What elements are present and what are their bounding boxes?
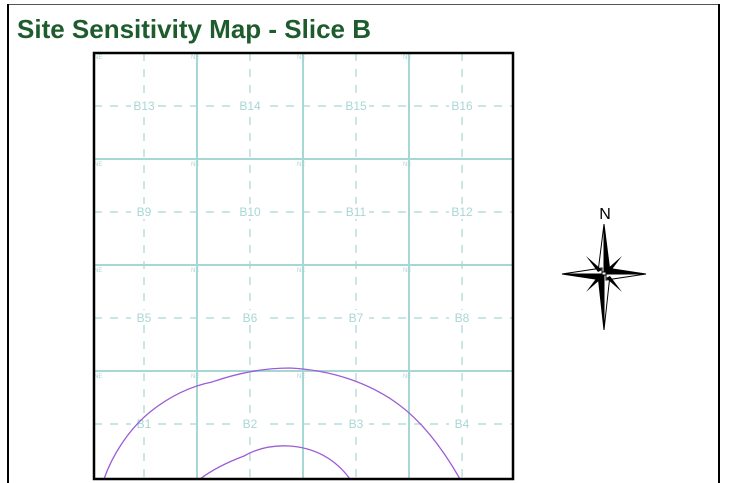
north-arrow: N [561,206,647,331]
block-label-bg [131,98,157,113]
page-title: Site Sensitivity Map - Slice B [17,14,371,44]
block-label-bg [237,310,263,325]
right-border [718,4,720,483]
block-label: B7 [349,311,364,325]
grid-corner-marker: NE [297,55,305,61]
grid-sub-lines [94,53,513,479]
grid-corner-marker: NE [191,374,199,380]
block-label: B10 [239,205,261,219]
grid-corner-marker: NE [94,374,102,380]
map-border [92,51,515,481]
grid-corner-marker: NE [403,268,411,274]
block-label-bg [343,310,369,325]
grid-corner-marker: NE [403,55,411,61]
block-label-bg [449,416,475,431]
grid-corner-marker: NE [297,162,305,168]
block-label-bg [131,204,157,219]
block-label: B1 [137,417,152,431]
block-label: B4 [455,417,470,431]
top-rule [7,4,719,5]
grid-corner-marker: NE [94,55,102,61]
block-label: B6 [243,311,258,325]
block-label-bg [343,416,369,431]
grid-corner-marker: NE [297,374,305,380]
block-label: B14 [239,99,261,113]
grid-corner-marker: NE [94,162,102,168]
block-label-bg [237,204,263,219]
grid-corner-marker: NE [94,268,102,274]
block-label-bg [449,98,475,113]
block-label-bg [237,98,263,113]
left-border [7,4,9,483]
block-label: B11 [346,205,367,219]
block-label: B9 [137,205,152,219]
block-label: B2 [243,417,258,431]
block-labels: B13 B14 B15 B16 B9 B10 B11 B12 B5 B6 B7 B8 B1 B2 B3 B4 [131,98,475,431]
block-label: B12 [451,205,473,219]
block-label: B5 [137,311,152,325]
block-label: B15 [345,99,367,113]
grid-corner-marker: NE [191,55,199,61]
north-label: N [599,206,611,223]
block-label-bg [343,98,369,113]
block-label-bg [237,416,263,431]
grid-corner-marker: NE [191,268,199,274]
compass-rose-icon [561,223,647,331]
block-label: B16 [451,99,473,113]
block-label: B3 [349,417,364,431]
grid-corner-marker: NE [403,374,411,380]
grid-corner-marker: NE [191,162,199,168]
outer-contour [103,367,461,479]
block-label: B13 [133,99,155,113]
grid-corner-markers: NE NE NE NE NE NE NE NE NE NE NE NE NE NE NE NE [94,55,411,380]
block-label-bg [131,416,157,431]
grid-corner-marker: NE [297,268,305,274]
block-label-bg [131,310,157,325]
block-label-bg [449,204,475,219]
block-label-bg [449,310,475,325]
inner-contour [199,445,351,479]
grid-corner-marker: NE [403,162,411,168]
grid-lines [94,53,513,479]
block-label: B8 [455,311,470,325]
block-label-bg [343,204,369,219]
